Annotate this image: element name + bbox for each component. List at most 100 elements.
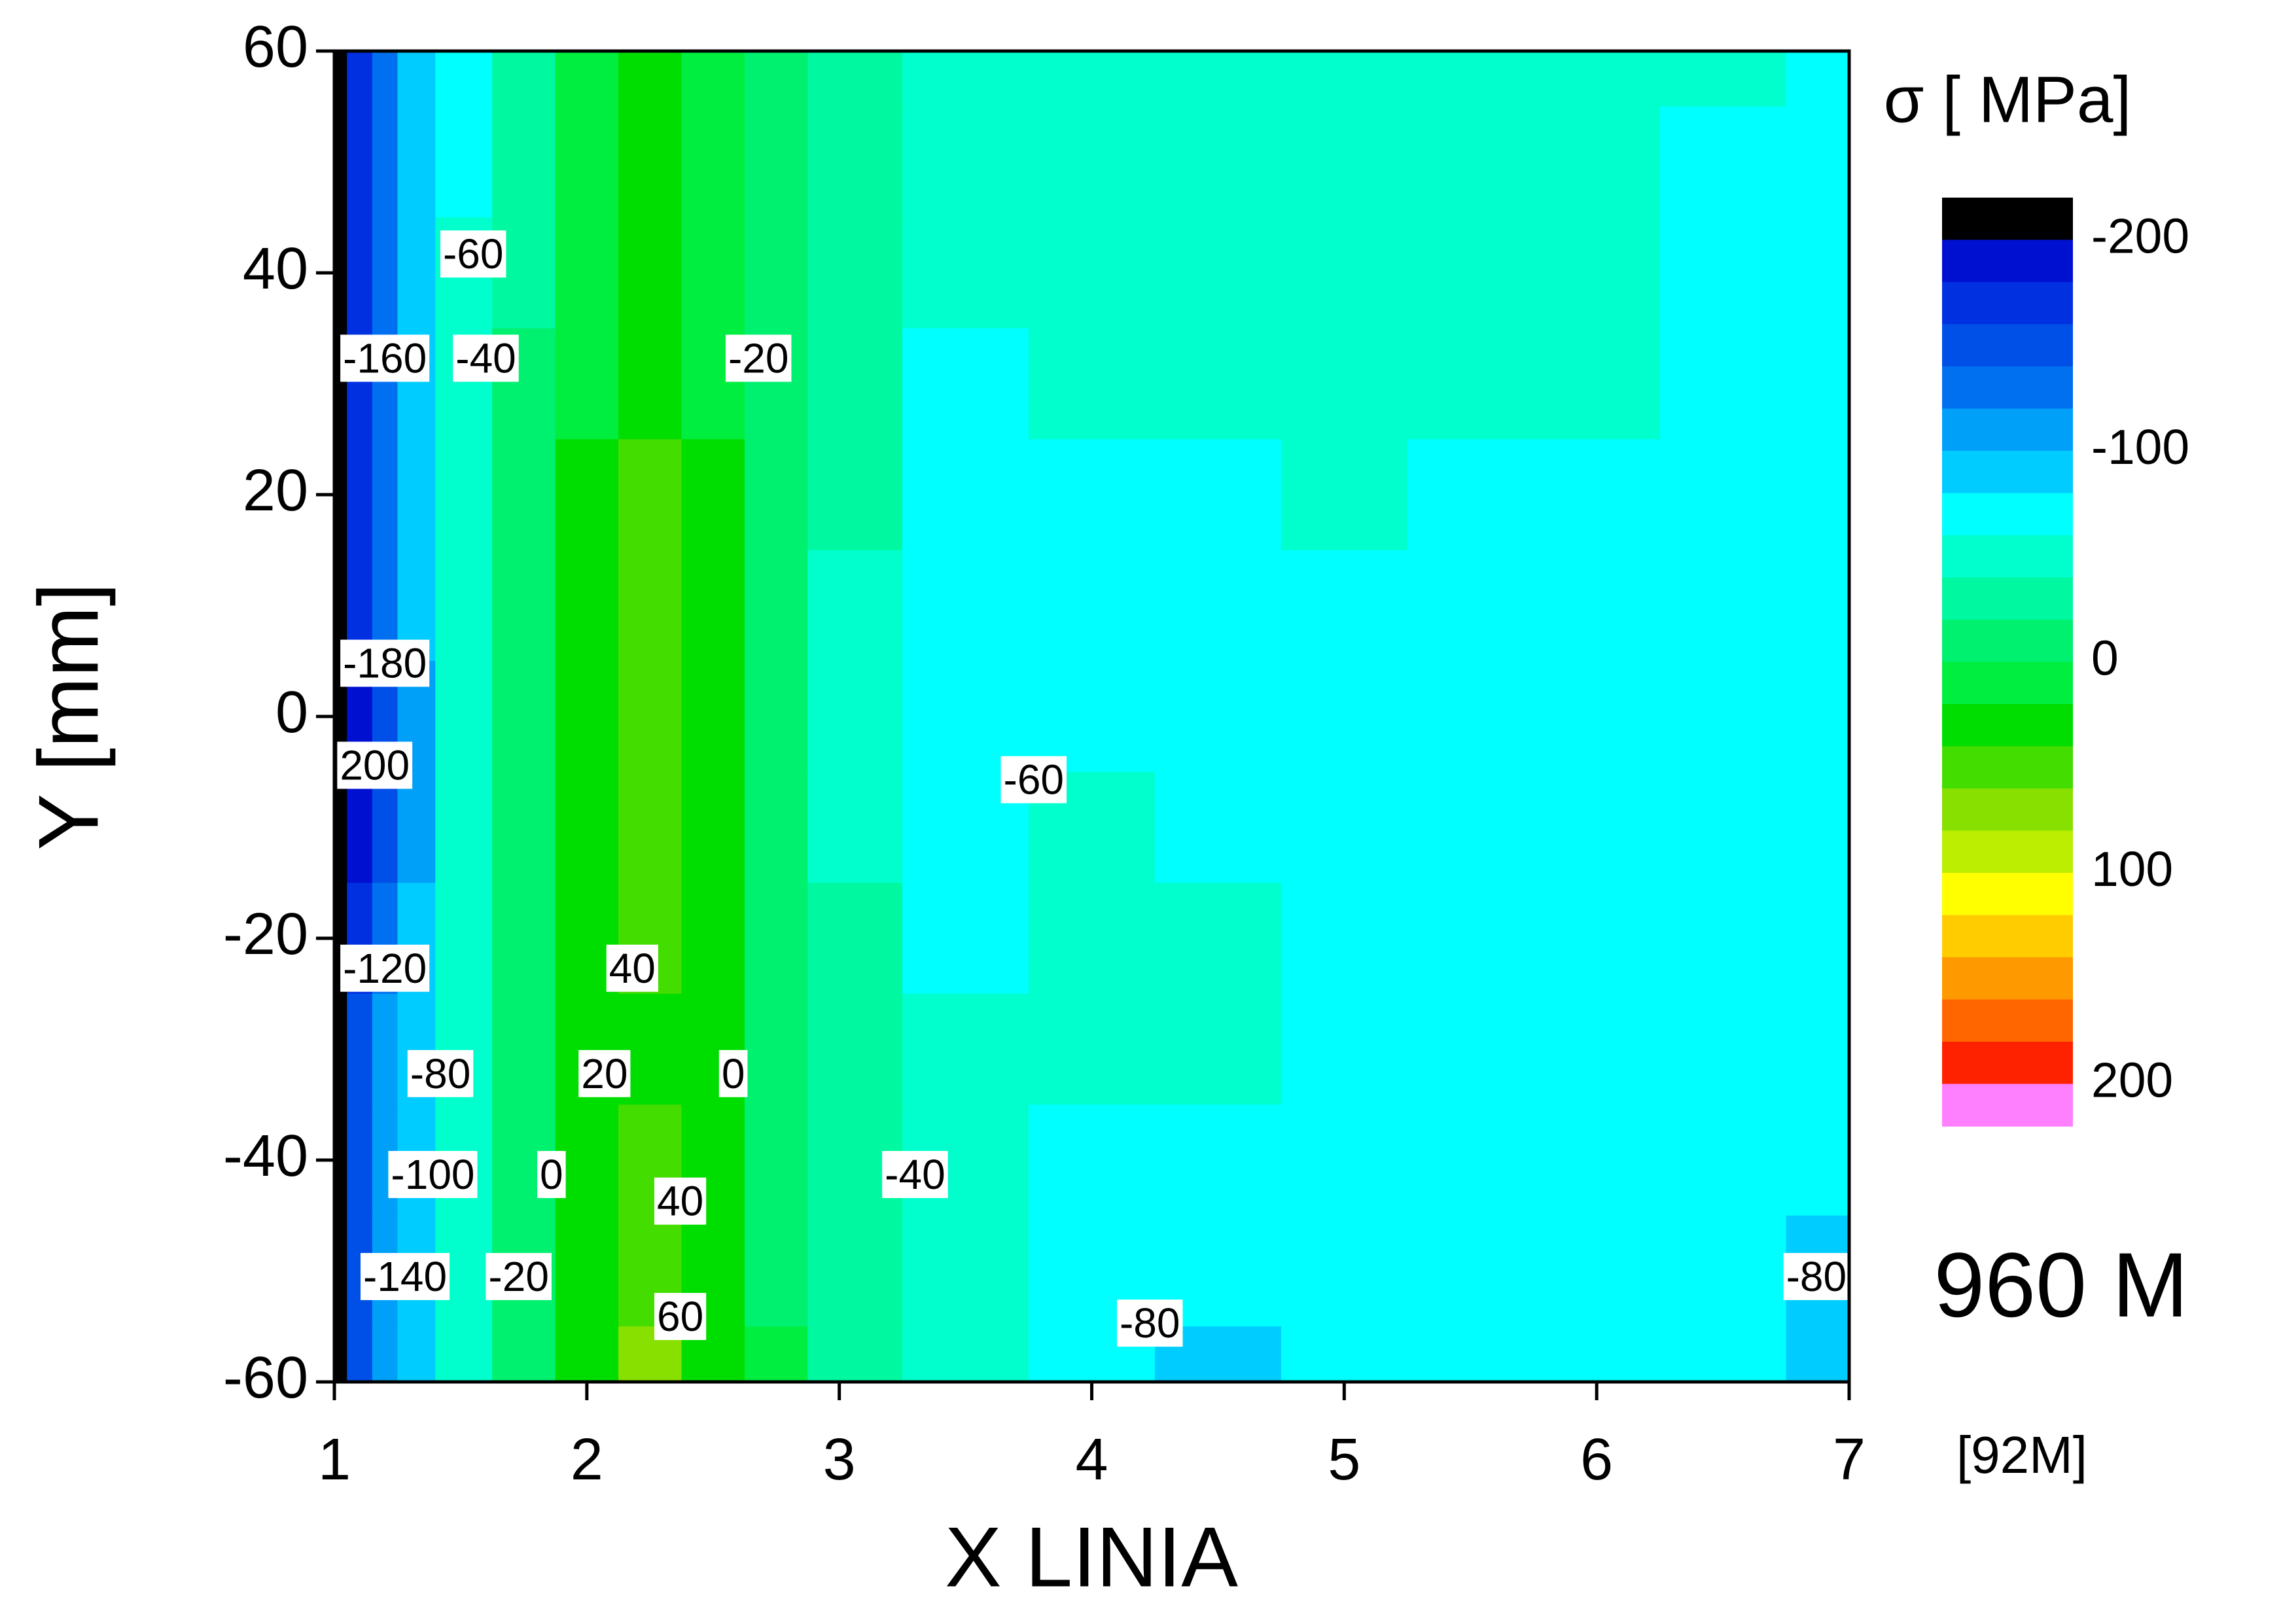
contour-cell <box>1407 883 1534 995</box>
contour-label-bg <box>1116 1299 1183 1347</box>
contour-cell <box>435 550 493 662</box>
contour-cell <box>347 993 373 1106</box>
contour-cell <box>1281 51 1408 107</box>
y-tick-label: 0 <box>275 680 308 745</box>
contour-label: -100 <box>391 1151 474 1198</box>
contour-cell <box>372 217 398 329</box>
contour-cell <box>334 106 348 219</box>
contour-label-bg <box>388 1151 478 1199</box>
x-tick-label: 3 <box>823 1427 856 1492</box>
colorbar-band <box>1942 704 2073 747</box>
contour-cell <box>555 771 619 884</box>
contour-label-bg <box>407 1050 474 1097</box>
colorbar-band <box>1942 198 2073 241</box>
colorbar-band <box>1942 1084 2073 1127</box>
contour-cell <box>1029 661 1156 773</box>
colorbar-tick-label: 0 <box>2091 630 2119 685</box>
x-tick-label: 7 <box>1833 1427 1865 1492</box>
contour-cell <box>1281 771 1408 884</box>
contour-cell <box>435 439 493 551</box>
contour-cell <box>1029 217 1156 329</box>
contour-label-bg <box>453 334 519 382</box>
contour-cell <box>492 106 556 219</box>
contour-cell <box>618 106 682 219</box>
colorbar-band <box>1942 239 2073 283</box>
contour-label-bg <box>718 1050 748 1097</box>
contour-cell <box>347 217 373 329</box>
contour-label-bg <box>537 1151 566 1199</box>
contour-cell <box>1154 771 1282 884</box>
contour-cell <box>1281 439 1408 551</box>
contour-cell <box>807 883 903 995</box>
contour-cell <box>1154 661 1282 773</box>
contour-cell <box>347 1326 373 1383</box>
x-axis-title: X LINIA <box>945 1509 1238 1604</box>
contour-cell <box>334 1326 348 1383</box>
contour-cell <box>555 439 619 551</box>
contour-cell <box>807 550 903 662</box>
contour-cell <box>681 771 745 884</box>
contour-cell <box>347 106 373 219</box>
contour-cell <box>372 439 398 551</box>
contour-cell <box>744 1215 809 1328</box>
contour-label: -20 <box>728 335 789 382</box>
contour-cell <box>1786 1104 1850 1216</box>
contour-cell <box>807 106 903 219</box>
contour-cell <box>1029 439 1156 551</box>
contour-label: -60 <box>1004 756 1065 803</box>
x-tick-label: 6 <box>1580 1427 1613 1492</box>
colorbar-band <box>1942 1042 2073 1085</box>
contour-cell <box>492 439 556 551</box>
colorbar-band <box>1942 620 2073 663</box>
contour-cell <box>1533 1104 1661 1216</box>
colorbar-tick-label: -100 <box>2091 419 2189 474</box>
contour-cell <box>1281 217 1408 329</box>
contour-cell <box>902 439 1029 551</box>
contour-cell <box>1281 1215 1408 1328</box>
contour-cell <box>1659 993 1787 1106</box>
contour-cell <box>1786 217 1850 329</box>
contour-cell <box>744 661 809 773</box>
contour-cell <box>1281 993 1408 1106</box>
contour-cell <box>334 771 348 884</box>
contour-field <box>334 51 1850 1383</box>
contour-cell <box>492 883 556 995</box>
contour-cell <box>1407 1326 1534 1383</box>
contour-label-bg <box>578 1050 631 1097</box>
contour-cell <box>807 439 903 551</box>
colorbar-band <box>1942 957 2073 1000</box>
contour-cell <box>1154 1104 1282 1216</box>
colorbar-band <box>1942 830 2073 874</box>
contour-cell <box>1786 771 1850 884</box>
contour-cell <box>334 217 348 329</box>
colorbar-band <box>1942 662 2073 705</box>
contour-cell <box>618 51 682 107</box>
y-tick-label: -60 <box>223 1345 308 1411</box>
contour-cell <box>902 51 1029 107</box>
contour-label: 0 <box>722 1050 745 1097</box>
contour-label: -140 <box>363 1253 447 1300</box>
contour-cell <box>744 883 809 995</box>
colorbar-band <box>1942 915 2073 958</box>
colorbar-band <box>1942 577 2073 620</box>
contour-cell <box>372 771 398 884</box>
contour-label: -40 <box>885 1151 946 1198</box>
contour-cell <box>1533 993 1661 1106</box>
contour-cell <box>1659 106 1787 219</box>
contour-cell <box>1533 328 1661 440</box>
colorbar-band <box>1942 493 2073 536</box>
contour-cell <box>1029 106 1156 219</box>
y-tick-label: 60 <box>243 14 308 80</box>
contour-cell <box>1659 1215 1787 1328</box>
contour-cell <box>807 328 903 440</box>
contour-cell <box>555 328 619 440</box>
contour-cell <box>744 550 809 662</box>
contour-cell <box>807 51 903 107</box>
contour-label-bg <box>725 334 792 382</box>
colorbar-band <box>1942 366 2073 410</box>
contour-label-bg <box>340 944 430 992</box>
colorbar-title: σ [ MPa] <box>1884 63 2131 136</box>
contour-cell <box>1533 217 1661 329</box>
colorbar-tick-label: -200 <box>2091 208 2189 263</box>
contour-cell <box>1533 1326 1661 1383</box>
